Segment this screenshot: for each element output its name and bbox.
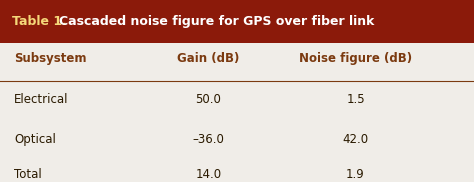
Text: Noise figure (dB): Noise figure (dB) — [299, 52, 412, 65]
Text: –36.0: –36.0 — [192, 132, 225, 146]
Text: Cascaded noise figure for GPS over fiber link: Cascaded noise figure for GPS over fiber… — [59, 15, 374, 28]
Text: Table 1.: Table 1. — [12, 15, 67, 28]
Text: 42.0: 42.0 — [342, 132, 369, 146]
Text: Subsystem: Subsystem — [14, 52, 87, 65]
Text: Gain (dB): Gain (dB) — [177, 52, 240, 65]
Text: Total: Total — [14, 168, 42, 181]
Text: Optical: Optical — [14, 132, 56, 146]
Text: Electrical: Electrical — [14, 93, 69, 106]
Bar — [0, 0, 474, 43]
Text: 14.0: 14.0 — [195, 168, 222, 181]
Text: 1.5: 1.5 — [346, 93, 365, 106]
Text: 50.0: 50.0 — [196, 93, 221, 106]
Text: 1.9: 1.9 — [346, 168, 365, 181]
